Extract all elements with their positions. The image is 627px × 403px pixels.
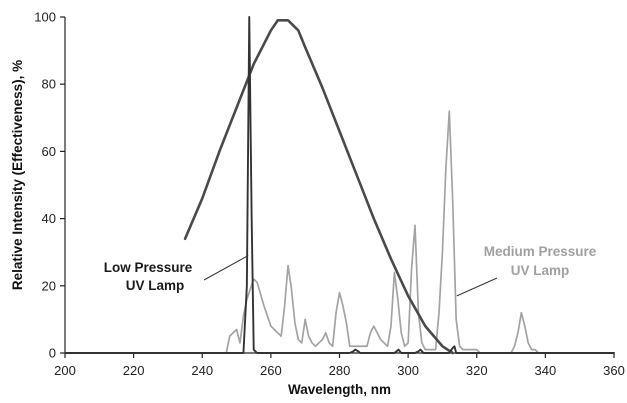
x-tick-label: 260 [260,363,282,378]
medium-pressure-lamp-line [64,110,615,354]
y-tick-label: 20 [42,278,56,293]
low-pressure-label-line1: Low Pressure [104,260,193,275]
series-layer [64,16,615,355]
x-tick-label: 320 [466,363,488,378]
medium-pressure-label-line1: Medium Pressure [484,244,597,259]
x-tick-label: 300 [397,363,419,378]
y-tick-label: 40 [42,211,56,226]
x-tick-label: 340 [535,363,557,378]
y-axis-title: Relative Intensity (Effectiveness), % [10,60,25,290]
low-pressure-leader-line [203,255,249,281]
low-pressure-lamp-line [64,16,615,354]
y-tick-label: 60 [42,144,56,159]
axes: 0 20 40 60 80 100 200 220 240 260 280 300 320 340 360 [34,10,625,379]
annotations: Low Pressure UV Lamp Medium Pressure UV Lam… [104,244,597,297]
x-tick-label: 280 [329,363,351,378]
y-tick-label: 100 [34,10,56,25]
medium-pressure-leader-line [456,277,498,297]
x-axis-title: Wavelength, nm [288,382,391,397]
x-tick-label: 240 [191,363,213,378]
medium-pressure-label-line2: UV Lamp [511,263,570,278]
y-tick-label: 0 [49,346,56,361]
effectiveness-curve [183,19,455,355]
x-tick-label: 200 [54,363,76,378]
x-tick-label: 360 [603,363,625,378]
low-pressure-label-line2: UV Lamp [126,278,185,293]
x-tick-label: 220 [123,363,145,378]
y-tick-label: 80 [42,77,56,92]
